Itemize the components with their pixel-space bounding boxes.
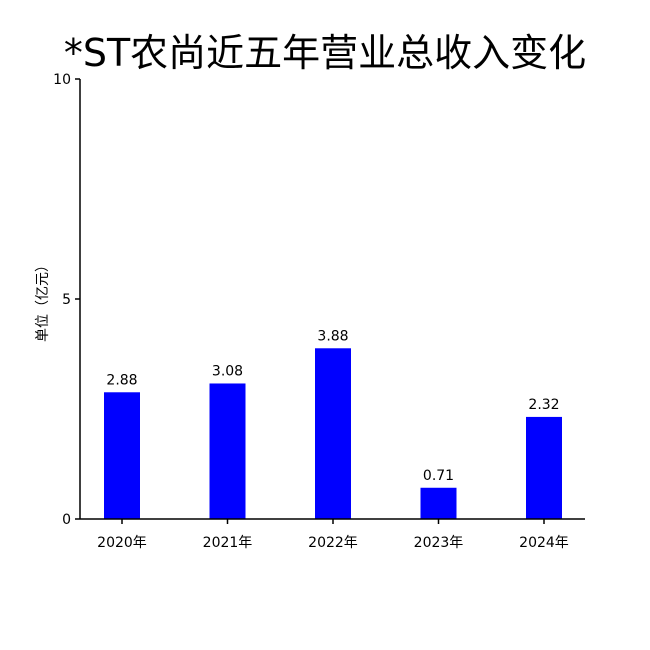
x-ticks-layer: 2020年 2021年 2022年 2023年 2024年 xyxy=(97,519,569,551)
chart-title: *ST农尚近五年营业总收入变化 xyxy=(63,31,587,75)
x-tick-label: 2021年 xyxy=(203,535,253,551)
x-tick-label: 2022年 xyxy=(308,535,358,551)
data-labels-layer: 2.88 3.08 3.88 0.71 2.32 xyxy=(106,328,559,483)
bars-layer xyxy=(104,348,562,519)
bar-3 xyxy=(420,487,457,519)
y-ticks-layer: 0 5 10 xyxy=(53,72,80,528)
data-label-3: 0.71 xyxy=(423,468,454,484)
y-tick-label: 10 xyxy=(53,72,71,88)
data-label-4: 2.32 xyxy=(528,397,559,413)
data-label-0: 2.88 xyxy=(106,372,137,388)
data-label-2: 3.88 xyxy=(317,328,348,344)
y-tick-label: 0 xyxy=(62,512,71,528)
bar-1 xyxy=(209,383,246,519)
bar-2 xyxy=(315,348,351,519)
bar-0 xyxy=(104,392,140,519)
x-tick-label: 2020年 xyxy=(97,535,147,551)
x-tick-label: 2024年 xyxy=(519,535,569,551)
data-label-1: 3.08 xyxy=(212,363,243,379)
y-tick-label: 5 xyxy=(62,292,71,308)
bar-4 xyxy=(526,416,562,519)
x-tick-label: 2023年 xyxy=(414,535,464,551)
y-axis-label: 单位（亿元） xyxy=(35,258,51,342)
